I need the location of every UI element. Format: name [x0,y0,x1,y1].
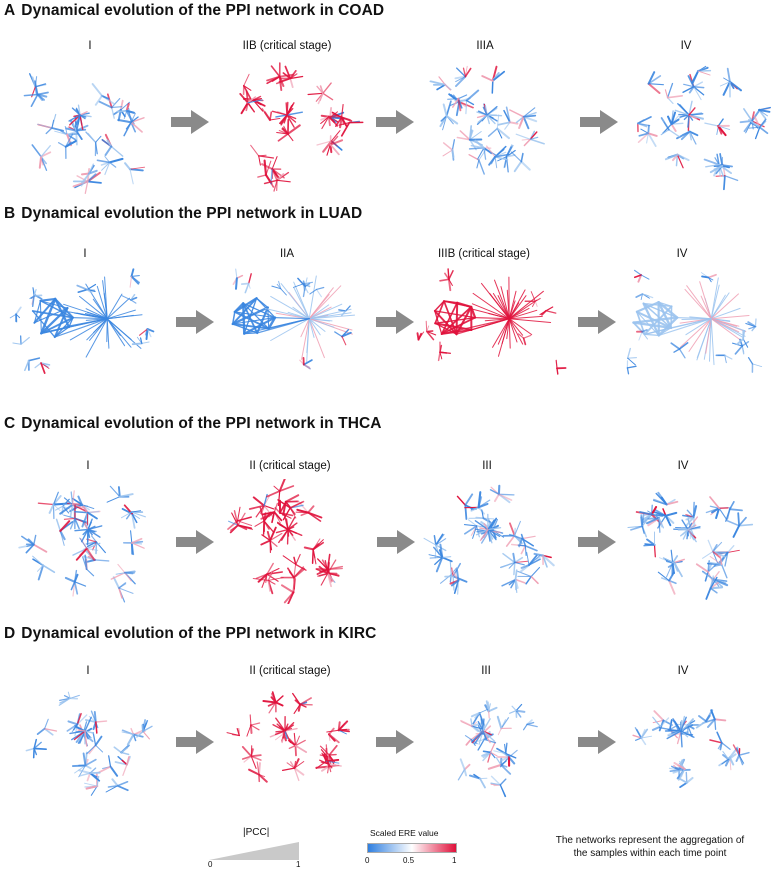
legend-pcc: |PCC| 0 1 [205,823,305,868]
network-graph [212,58,372,196]
stage-label: I [10,248,160,260]
stage-label: IIA [212,248,362,260]
network-graph [614,58,774,196]
ere-tick-mid: 0.5 [403,856,414,865]
arrow-icon [580,110,620,134]
arrow-icon [578,730,618,754]
stage-label: IIIA [410,40,560,52]
panel-title: B Dynamical evolution the PPI network in … [4,205,362,223]
ere-colorbar [367,843,457,853]
ere-legend-title: Scaled ERE value [370,828,439,838]
network-graph [612,267,772,377]
panel-letter: A [4,2,15,19]
arrow-icon [176,310,216,334]
pcc-legend-title: |PCC| [243,827,269,838]
stage-label: II (critical stage) [215,665,365,677]
network-graph [8,267,168,377]
panel-a: A Dynamical evolution of the PPI network … [0,0,783,210]
arrow-icon [578,310,618,334]
arrow-icon [176,730,216,754]
stage-label: IV [608,460,758,472]
panel-letter: B [4,205,15,222]
stage-label: III [411,665,561,677]
arrow-icon [171,110,211,134]
panel-d: D Dynamical evolution of the PPI network … [0,623,783,823]
ere-tick-1: 1 [452,856,456,865]
panel-title-text: Dynamical evolution of the PPI network i… [21,415,381,432]
panel-title-text: Dynamical evolution the PPI network in L… [21,205,362,222]
panel-title: C Dynamical evolution of the PPI network … [4,415,382,433]
arrow-icon [376,310,416,334]
panel-b: B Dynamical evolution the PPI network in … [0,203,783,413]
network-graph [210,267,370,377]
stage-label: IIIB (critical stage) [409,248,559,260]
arrow-icon [376,110,416,134]
network-graph [220,683,360,803]
arrow-icon [377,530,417,554]
network-graph [5,58,165,196]
arrow-icon [376,730,416,754]
ere-tick-0: 0 [365,856,369,865]
panel-title: D Dynamical evolution of the PPI network … [4,625,376,643]
network-graph [412,58,572,196]
stage-label: IV [608,665,758,677]
stage-label: II (critical stage) [215,460,365,472]
stage-label: I [13,665,163,677]
network-graph [418,479,568,604]
arrow-icon [578,530,618,554]
panel-letter: C [4,415,15,432]
stage-label: IIB (critical stage) [212,40,362,52]
network-graph [218,479,368,604]
legend-ere: Scaled ERE value 0 0.5 1 [360,826,470,868]
network-graph [18,479,168,604]
arrow-icon [176,530,216,554]
stage-label: I [13,460,163,472]
stage-label: IV [607,248,757,260]
panel-title: A Dynamical evolution of the PPI network … [4,2,384,20]
legend-note-line2: the samples within each time point [540,847,760,860]
panel-title-text: Dynamical evolution of the PPI network i… [21,2,384,19]
panel-letter: D [4,625,15,642]
panel-title-text: Dynamical evolution of the PPI network i… [21,625,376,642]
stage-label: III [412,460,562,472]
legend-note: The networks represent the aggregation o… [540,834,760,860]
network-graph [616,683,756,803]
network-graph [618,479,768,604]
panel-c: C Dynamical evolution of the PPI network … [0,413,783,623]
network-graph [20,683,160,803]
pcc-wedge [205,840,305,864]
legend-note-line1: The networks represent the aggregation o… [540,834,760,847]
network-graph [418,683,558,803]
stage-label: IV [611,40,761,52]
network-graph [410,267,570,377]
stage-label: I [15,40,165,52]
